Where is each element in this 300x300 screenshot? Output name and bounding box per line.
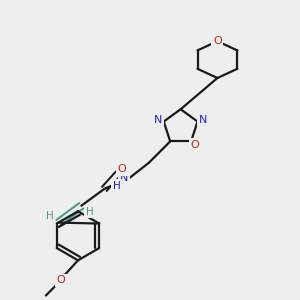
Text: H: H [113,181,120,191]
Text: H: H [46,212,54,221]
Text: O: O [213,36,222,46]
Text: O: O [190,140,199,150]
Text: N: N [120,173,128,183]
Text: O: O [117,164,126,174]
Text: O: O [57,275,65,285]
Text: N: N [154,115,162,125]
Text: H: H [86,207,94,217]
Text: N: N [199,115,207,125]
